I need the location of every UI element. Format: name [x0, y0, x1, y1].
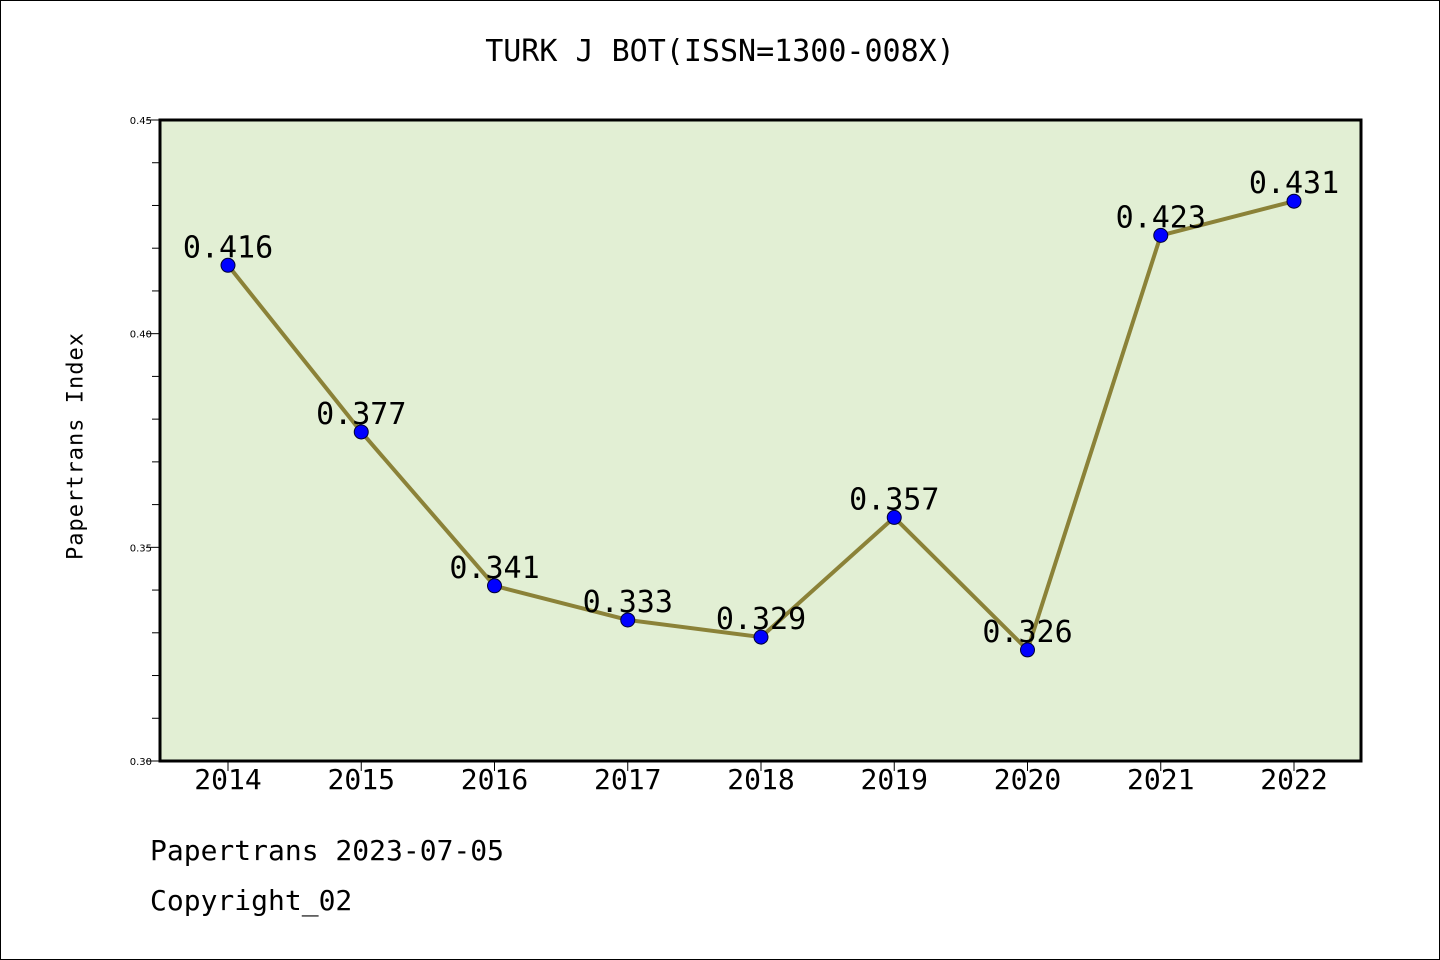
data-point-marker [1286, 193, 1302, 209]
data-value-label: 0.329 [716, 602, 806, 637]
y-tick-label: 0.40 [130, 330, 152, 341]
x-tick-label: 2015 [328, 763, 395, 796]
data-point-marker [220, 257, 236, 273]
data-value-label: 0.416 [183, 230, 273, 265]
data-labels: 0.416 0.377 0.341 0.333 0.329 0.357 0.326 0.423… [183, 166, 1339, 650]
plot-area [160, 120, 1361, 761]
x-axis-ticks: 2014 2015 2016 2017 2018 2019 2020 2021 2022 [194, 761, 1328, 796]
y-tick-label: 0.30 [130, 757, 152, 768]
data-markers [220, 193, 1302, 658]
data-point-marker [353, 424, 369, 440]
plot-border [158, 118, 1363, 763]
y-axis-ticks: 0.30 0.35 0.40 0.45 [130, 116, 160, 768]
data-value-label: 0.377 [316, 397, 406, 432]
data-value-label: 0.333 [583, 585, 673, 620]
data-value-label: 0.326 [982, 615, 1072, 650]
data-point-marker [620, 612, 636, 628]
footer-copyright-text: Copyright_02 [150, 884, 353, 917]
x-tick-label: 2019 [861, 763, 928, 796]
x-tick-label: 2016 [461, 763, 528, 796]
x-tick-label: 2020 [994, 763, 1061, 796]
x-tick-label: 2017 [594, 763, 661, 796]
y-tick-label: 0.35 [130, 543, 152, 554]
x-tick-label: 2022 [1260, 763, 1327, 796]
data-point-marker [753, 629, 769, 645]
chart-title: TURK J BOT(ISSN=1300-008X) [485, 34, 955, 69]
x-tick-label: 2021 [1127, 763, 1194, 796]
data-point-marker [1020, 642, 1035, 658]
x-tick-label: 2014 [194, 763, 261, 796]
data-point-marker [886, 509, 902, 525]
data-value-label: 0.341 [449, 551, 539, 586]
data-value-label: 0.423 [1116, 200, 1206, 235]
data-value-label: 0.357 [849, 482, 939, 517]
footer-date-text: Papertrans 2023-07-05 [150, 834, 505, 867]
data-value-label: 0.431 [1249, 166, 1339, 201]
data-point-marker [487, 578, 502, 594]
x-tick-label: 2018 [727, 763, 794, 796]
data-point-marker [1153, 227, 1169, 243]
y-tick-label: 0.45 [130, 116, 152, 127]
